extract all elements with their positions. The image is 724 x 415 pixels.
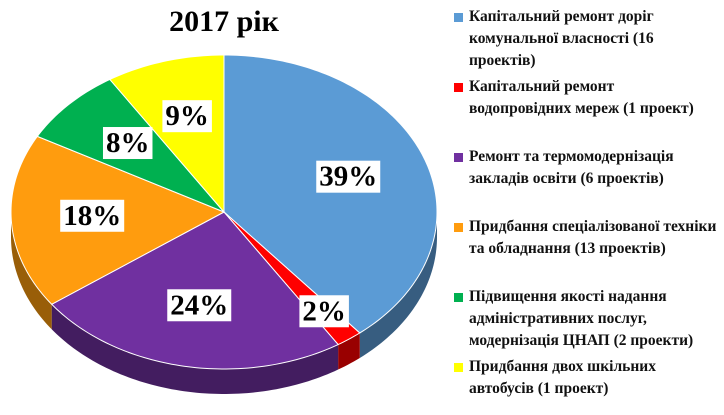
data-label-bg <box>316 160 381 193</box>
data-label: 9% <box>165 100 209 132</box>
slice-side <box>11 212 52 330</box>
legend-label: Ремонт та термомодернізація закладів осв… <box>469 148 674 187</box>
data-label-bg <box>60 199 125 232</box>
legend: Капітальний ремонт доріг комунальної вла… <box>450 6 720 415</box>
data-label: 18% <box>63 200 121 232</box>
legend-item: Придбання спеціалізованої техніки та обл… <box>450 216 720 282</box>
legend-swatch <box>454 83 463 92</box>
data-label-bg <box>167 289 232 322</box>
legend-label: Капітальний ремонт водопровідних мереж (… <box>469 78 694 117</box>
slice <box>223 54 438 334</box>
data-label: 24% <box>170 289 228 321</box>
legend-swatch <box>454 363 463 372</box>
legend-item: Ремонт та термомодернізація закладів осв… <box>450 146 720 212</box>
legend-item: Придбання двох шкільних автобусів (1 про… <box>450 356 720 415</box>
slice-side <box>359 212 437 358</box>
data-label-bg <box>102 127 153 160</box>
data-label: 2% <box>302 295 346 327</box>
slice <box>109 54 225 214</box>
data-label-bg <box>162 100 212 133</box>
legend-swatch <box>454 153 463 162</box>
legend-item: Капітальний ремонт доріг комунальної вла… <box>450 6 720 72</box>
data-label-bg <box>299 295 349 328</box>
legend-item: Капітальний ремонт водопровідних мереж (… <box>450 76 720 142</box>
legend-label: Придбання двох шкільних автобусів (1 про… <box>469 358 656 397</box>
legend-item: Підвищення якості надання адміністративн… <box>450 286 720 352</box>
legend-swatch <box>454 13 463 22</box>
legend-label: Капітальний ремонт доріг комунальної вла… <box>469 8 654 69</box>
legend-label: Придбання спеціалізованої техніки та обл… <box>469 218 717 257</box>
pie-area: 2017 рік 39% 2% 24% 18% 8% 9% <box>10 5 438 394</box>
chart-title: 2017 рік <box>169 5 280 38</box>
legend-swatch <box>454 223 463 232</box>
legend-swatch <box>454 293 463 302</box>
slice-side <box>51 304 339 394</box>
data-label: 39% <box>319 161 377 193</box>
data-label: 8% <box>106 127 150 159</box>
legend-label: Підвищення якості надання адміністративн… <box>469 288 694 349</box>
